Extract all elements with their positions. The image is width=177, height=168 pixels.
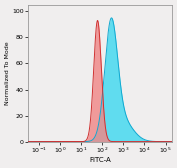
Y-axis label: Normalized To Mode: Normalized To Mode <box>5 41 10 105</box>
X-axis label: FITC-A: FITC-A <box>89 157 111 163</box>
